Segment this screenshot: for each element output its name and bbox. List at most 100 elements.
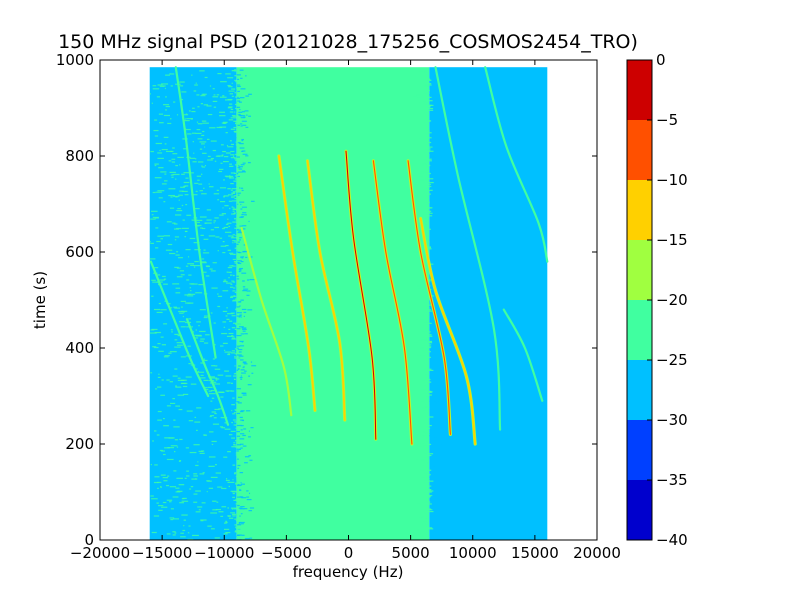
noise-pixel (245, 126, 249, 128)
noise-pixel (225, 521, 228, 524)
noise-pixel (220, 81, 227, 83)
noise-pixel (225, 531, 231, 534)
noise-pixel (234, 103, 239, 106)
noise-pixel (237, 260, 242, 262)
signal-trace-12 (502, 308, 544, 402)
noise-pixel (432, 359, 435, 361)
noise-pixel (240, 375, 242, 377)
noise-pixel (212, 509, 218, 511)
noise-pixel (234, 197, 238, 200)
colorbar-segment (627, 360, 652, 420)
noise-pixel (429, 239, 432, 241)
noise-pixel (435, 363, 440, 365)
noise-pixel (424, 415, 429, 418)
noise-pixel (429, 100, 433, 102)
noise-pixel (219, 426, 224, 428)
noise-pixel (432, 462, 434, 464)
noise-pixel (201, 193, 207, 195)
noise-pixel (427, 462, 429, 464)
noise-pixel (163, 425, 169, 427)
noise-pixel (210, 512, 218, 514)
noise-pixel (433, 119, 438, 121)
noise-pixel (203, 238, 209, 240)
noise-pixel (172, 283, 180, 285)
noise-pixel (220, 345, 224, 347)
noise-pixel (202, 359, 208, 362)
noise-pixel (236, 401, 240, 403)
noise-pixel (239, 521, 245, 524)
noise-pixel (429, 443, 432, 446)
noise-pixel (440, 464, 442, 466)
noise-pixel (421, 517, 423, 519)
noise-pixel (163, 356, 169, 358)
noise-pixel (195, 464, 199, 467)
noise-pixel (220, 162, 223, 164)
noise-pixel (228, 106, 233, 108)
signal-trace-2 (185, 318, 230, 426)
noise-pixel (238, 326, 244, 328)
noise-pixel (432, 101, 436, 103)
noise-pixel (435, 523, 437, 525)
x-tick-label: −15000 (132, 544, 192, 562)
noise-pixel (428, 509, 433, 511)
noise-pixel (430, 129, 435, 131)
noise-pixel (238, 448, 241, 450)
noise-pixel (197, 161, 204, 163)
noise-pixel (153, 308, 161, 311)
noise-pixel (175, 405, 181, 407)
noise-pixel (428, 346, 432, 348)
noise-pixel (427, 85, 429, 87)
noise-pixel (223, 179, 225, 181)
noise-pixel (236, 89, 238, 91)
noise-pixel (236, 388, 241, 390)
noise-pixel (153, 515, 160, 517)
noise-pixel (430, 443, 435, 446)
noise-pixel (251, 372, 254, 374)
noise-pixel (430, 521, 433, 523)
noise-pixel (235, 107, 239, 110)
noise-pixel (236, 446, 240, 448)
noise-pixel (233, 508, 237, 510)
x-tick-label: −5000 (261, 544, 312, 562)
noise-pixel (235, 285, 238, 287)
noise-pixel (206, 138, 210, 141)
noise-pixel (428, 485, 432, 487)
noise-pixel (433, 411, 437, 413)
noise-pixel (416, 94, 421, 96)
noise-pixel (181, 514, 188, 516)
noise-pixel (215, 236, 220, 238)
noise-pixel (222, 207, 224, 209)
noise-pixel (231, 404, 235, 406)
noise-pixel (421, 501, 424, 503)
noise-pixel (223, 226, 229, 229)
noise-pixel (242, 150, 246, 152)
noise-pixel (229, 252, 234, 254)
noise-pixel (236, 243, 239, 245)
noise-pixel (186, 470, 189, 472)
noise-pixel (223, 195, 229, 197)
noise-pixel (172, 398, 175, 400)
noise-pixel (238, 101, 242, 103)
noise-pixel (431, 515, 434, 518)
noise-pixel (439, 272, 442, 274)
noise-pixel (182, 497, 187, 499)
noise-pixel (214, 537, 220, 539)
noise-pixel (236, 355, 239, 357)
noise-pixel (227, 188, 231, 190)
noise-pixel (236, 146, 241, 148)
noise-pixel (152, 281, 160, 283)
noise-pixel (427, 193, 431, 195)
noise-pixel (242, 212, 247, 214)
noise-pixel (237, 241, 240, 243)
noise-pixel (426, 160, 429, 162)
noise-pixel (230, 128, 236, 130)
noise-pixel (188, 293, 196, 295)
noise-pixel (424, 148, 428, 150)
noise-pixel (233, 322, 238, 324)
noise-pixel (419, 70, 422, 72)
noise-pixel (197, 370, 200, 373)
noise-pixel (245, 256, 248, 259)
noise-pixel (237, 167, 241, 169)
noise-pixel (430, 206, 434, 208)
x-tick-label: −10000 (194, 544, 254, 562)
